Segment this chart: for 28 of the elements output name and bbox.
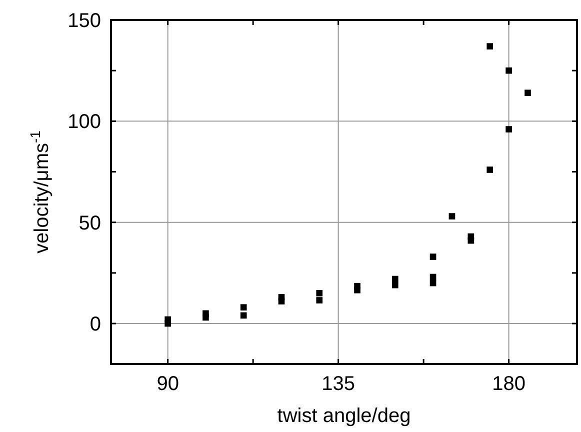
point: [486, 166, 494, 173]
point: [240, 312, 247, 319]
y-tick-label: 0: [90, 314, 101, 336]
point: [448, 213, 456, 220]
point: [354, 286, 360, 294]
point: [202, 314, 209, 321]
x-axis-title: twist angle/deg: [277, 405, 411, 427]
y-tick-label: 150: [68, 10, 101, 32]
point: [468, 237, 474, 244]
y-tick-label: 50: [78, 212, 101, 234]
point: [164, 320, 171, 327]
x-tick-label: 90: [156, 373, 179, 395]
y-tick-label: 100: [68, 111, 101, 134]
point: [392, 276, 398, 282]
point: [486, 43, 494, 50]
point: [240, 304, 247, 311]
x-tick-label: 180: [492, 373, 526, 395]
point: [316, 297, 323, 304]
point: [506, 67, 512, 74]
point: [524, 90, 531, 96]
point: [316, 290, 323, 296]
point: [278, 298, 285, 304]
x-tick-label: 135: [322, 373, 356, 395]
point: [430, 274, 436, 280]
point: [430, 254, 436, 260]
point: [392, 282, 398, 288]
point: [430, 280, 436, 286]
point: [506, 126, 512, 132]
